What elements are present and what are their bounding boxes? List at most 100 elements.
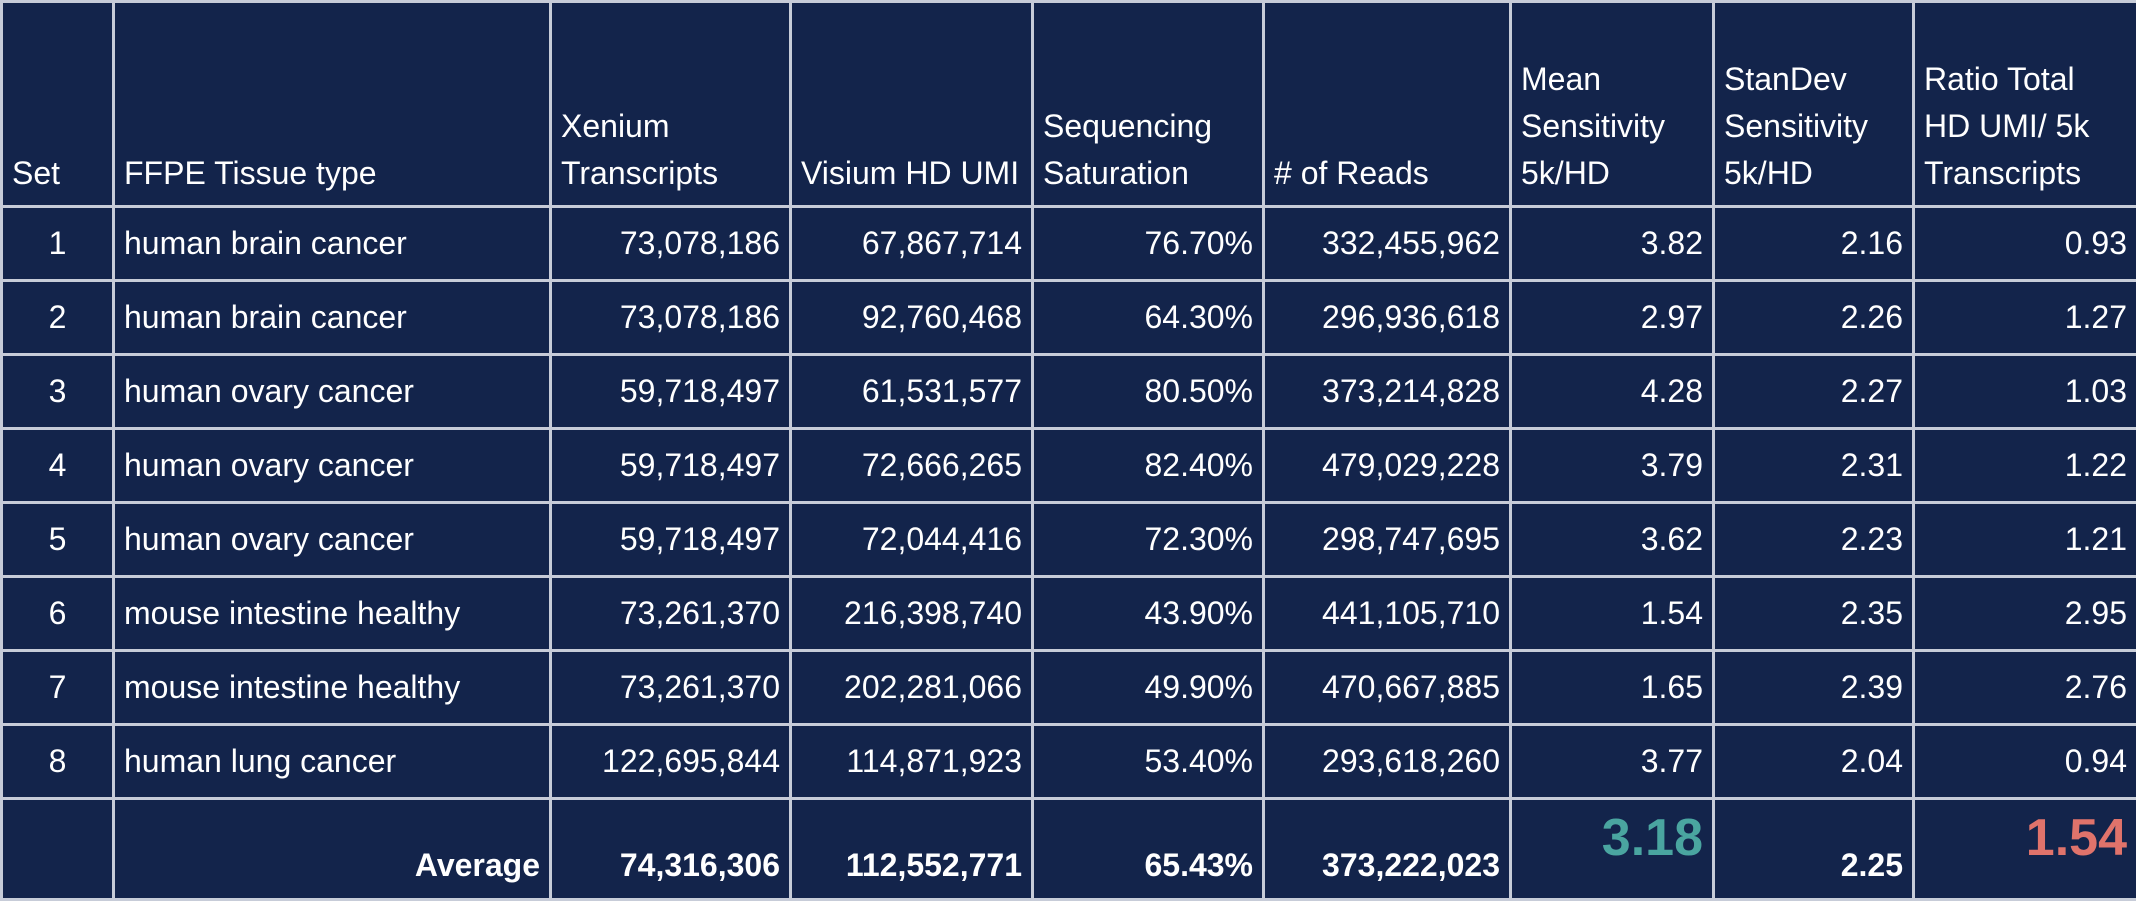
cell-ratio-umi-transcripts: 0.93 — [1914, 207, 2136, 281]
column-header-reads: # of Reads — [1264, 2, 1511, 207]
cell-ratio-umi-transcripts: 2.95 — [1914, 577, 2136, 651]
cell-visium-hd-umi: 67,867,714 — [791, 207, 1033, 281]
cell-reads: 298,747,695 — [1264, 503, 1511, 577]
cell-visium-hd-umi: 72,666,265 — [791, 429, 1033, 503]
cell-sequencing-saturation: 64.30% — [1033, 281, 1264, 355]
cell-standev-sensitivity: 2.35 — [1714, 577, 1914, 651]
cell-standev-sensitivity: 2.26 — [1714, 281, 1914, 355]
average-visium-hd-umi: 112,552,771 — [791, 799, 1033, 900]
cell-xenium-transcripts: 59,718,497 — [551, 355, 791, 429]
cell-sequencing-saturation: 76.70% — [1033, 207, 1264, 281]
column-header-ratio-umi-transcripts: Ratio Total HD UMI/ 5k Transcripts — [1914, 2, 2136, 207]
cell-mean-sensitivity: 4.28 — [1511, 355, 1714, 429]
cell-tissue-type: mouse intestine healthy — [114, 651, 551, 725]
column-header-sequencing-saturation: Sequencing Saturation — [1033, 2, 1264, 207]
average-reads: 373,222,023 — [1264, 799, 1511, 900]
column-header-visium-hd-umi: Visium HD UMI — [791, 2, 1033, 207]
cell-xenium-transcripts: 73,261,370 — [551, 577, 791, 651]
cell-reads: 296,936,618 — [1264, 281, 1511, 355]
cell-set: 2 — [2, 281, 114, 355]
cell-tissue-type: human brain cancer — [114, 207, 551, 281]
cell-visium-hd-umi: 114,871,923 — [791, 725, 1033, 799]
cell-xenium-transcripts: 59,718,497 — [551, 503, 791, 577]
cell-xenium-transcripts: 122,695,844 — [551, 725, 791, 799]
cell-xenium-transcripts: 73,078,186 — [551, 281, 791, 355]
cell-mean-sensitivity: 3.79 — [1511, 429, 1714, 503]
cell-ratio-umi-transcripts: 0.94 — [1914, 725, 2136, 799]
cell-reads: 441,105,710 — [1264, 577, 1511, 651]
cell-visium-hd-umi: 61,531,577 — [791, 355, 1033, 429]
cell-reads: 479,029,228 — [1264, 429, 1511, 503]
cell-sequencing-saturation: 43.90% — [1033, 577, 1264, 651]
cell-tissue-type: mouse intestine healthy — [114, 577, 551, 651]
cell-visium-hd-umi: 202,281,066 — [791, 651, 1033, 725]
cell-tissue-type: human brain cancer — [114, 281, 551, 355]
cell-set: 3 — [2, 355, 114, 429]
cell-set: 7 — [2, 651, 114, 725]
column-header-tissue-type: FFPE Tissue type — [114, 2, 551, 207]
average-label: Average — [114, 799, 551, 900]
cell-visium-hd-umi: 72,044,416 — [791, 503, 1033, 577]
cell-mean-sensitivity: 3.77 — [1511, 725, 1714, 799]
cell-standev-sensitivity: 2.16 — [1714, 207, 1914, 281]
cell-xenium-transcripts: 73,078,186 — [551, 207, 791, 281]
cell-reads: 293,618,260 — [1264, 725, 1511, 799]
cell-tissue-type: human ovary cancer — [114, 429, 551, 503]
column-header-standev-sensitivity: StanDev Sensitivity 5k/HD — [1714, 2, 1914, 207]
cell-ratio-umi-transcripts: 1.22 — [1914, 429, 2136, 503]
cell-sequencing-saturation: 82.40% — [1033, 429, 1264, 503]
average-ratio-umi-transcripts: 1.54 — [1914, 799, 2136, 900]
cell-sequencing-saturation: 49.90% — [1033, 651, 1264, 725]
cell-standev-sensitivity: 2.39 — [1714, 651, 1914, 725]
cell-sequencing-saturation: 53.40% — [1033, 725, 1264, 799]
average-set — [2, 799, 114, 900]
cell-ratio-umi-transcripts: 1.21 — [1914, 503, 2136, 577]
cell-standev-sensitivity: 2.27 — [1714, 355, 1914, 429]
cell-set: 4 — [2, 429, 114, 503]
cell-tissue-type: human ovary cancer — [114, 355, 551, 429]
cell-mean-sensitivity: 3.62 — [1511, 503, 1714, 577]
cell-mean-sensitivity: 1.54 — [1511, 577, 1714, 651]
average-standev-sensitivity: 2.25 — [1714, 799, 1914, 900]
cell-mean-sensitivity: 2.97 — [1511, 281, 1714, 355]
column-header-set: Set — [2, 2, 114, 207]
average-xenium-transcripts: 74,316,306 — [551, 799, 791, 900]
cell-ratio-umi-transcripts: 2.76 — [1914, 651, 2136, 725]
cell-visium-hd-umi: 216,398,740 — [791, 577, 1033, 651]
cell-sequencing-saturation: 72.30% — [1033, 503, 1264, 577]
cell-tissue-type: human lung cancer — [114, 725, 551, 799]
cell-xenium-transcripts: 73,261,370 — [551, 651, 791, 725]
column-header-mean-sensitivity: Mean Sensitivity 5k/HD — [1511, 2, 1714, 207]
cell-mean-sensitivity: 3.82 — [1511, 207, 1714, 281]
average-mean-sensitivity: 3.18 — [1511, 799, 1714, 900]
average-sequencing-saturation: 65.43% — [1033, 799, 1264, 900]
cell-set: 8 — [2, 725, 114, 799]
cell-set: 6 — [2, 577, 114, 651]
column-header-xenium-transcripts: Xenium Transcripts — [551, 2, 791, 207]
cell-mean-sensitivity: 1.65 — [1511, 651, 1714, 725]
cell-reads: 470,667,885 — [1264, 651, 1511, 725]
cell-set: 5 — [2, 503, 114, 577]
cell-reads: 332,455,962 — [1264, 207, 1511, 281]
cell-ratio-umi-transcripts: 1.03 — [1914, 355, 2136, 429]
cell-ratio-umi-transcripts: 1.27 — [1914, 281, 2136, 355]
cell-standev-sensitivity: 2.23 — [1714, 503, 1914, 577]
cell-set: 1 — [2, 207, 114, 281]
cell-visium-hd-umi: 92,760,468 — [791, 281, 1033, 355]
cell-standev-sensitivity: 2.31 — [1714, 429, 1914, 503]
cell-standev-sensitivity: 2.04 — [1714, 725, 1914, 799]
